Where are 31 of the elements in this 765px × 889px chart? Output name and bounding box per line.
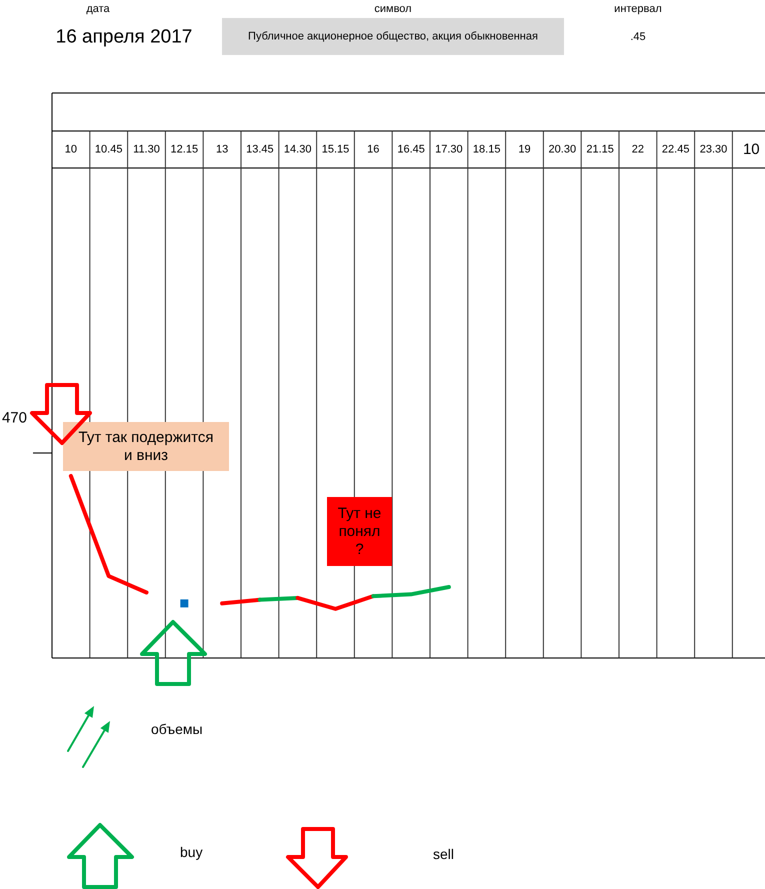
x-tick-label: 13 bbox=[216, 144, 228, 156]
x-tick-label: 13.45 bbox=[246, 144, 274, 156]
x-tick-label: 16 bbox=[367, 144, 380, 156]
annotation: Тут не понял ? bbox=[338, 505, 382, 558]
text: объемы bbox=[151, 721, 203, 737]
x-tick-label: 20.30 bbox=[548, 144, 576, 156]
text: символ bbox=[374, 3, 412, 15]
x-tick-label: 18.15 bbox=[472, 144, 500, 156]
x-tick-label: 23.30 bbox=[700, 144, 728, 156]
x-tick-label: 19 bbox=[518, 144, 531, 156]
text: sell bbox=[433, 846, 454, 862]
x-tick-label: 12.15 bbox=[170, 144, 198, 156]
text: Тут так подержится и вниз bbox=[78, 429, 214, 464]
x-tick-label: 10 bbox=[64, 144, 78, 156]
x-tick-label: 11.30 bbox=[133, 144, 160, 156]
x-tick-label: 17.30 bbox=[435, 144, 463, 156]
text: 16 апреля 2017 bbox=[56, 26, 192, 48]
text: .45 bbox=[630, 31, 646, 43]
x-tick-label: 14.30 bbox=[284, 144, 312, 156]
text: buy bbox=[180, 844, 203, 860]
text: 470 bbox=[2, 410, 27, 426]
x-tick-label: 15.15 bbox=[322, 144, 350, 156]
x-tick-label: 22.45 bbox=[662, 144, 690, 156]
text: дата bbox=[86, 3, 111, 15]
x-tick-label: 10 bbox=[742, 141, 760, 158]
x-tick-label: 10.45 bbox=[94, 144, 122, 156]
x-tick-label: 16.45 bbox=[397, 144, 425, 156]
text: интервал bbox=[614, 3, 662, 15]
x-tick-label: 22 bbox=[632, 144, 644, 156]
x-tick-label: 21.15 bbox=[586, 144, 614, 156]
text: Публичное акционерное общество, акция обыкновенная bbox=[248, 30, 538, 42]
